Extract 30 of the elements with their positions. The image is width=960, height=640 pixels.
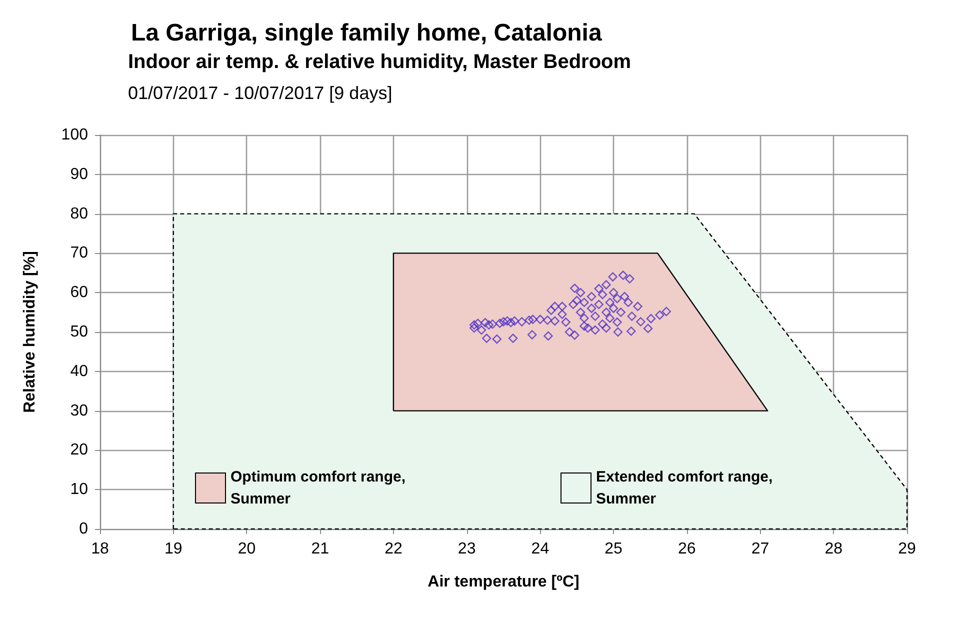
y-tick-label: 70 bbox=[70, 244, 88, 262]
x-tick-label: 18 bbox=[91, 540, 109, 558]
x-axis-title: Air temperature [ºC] bbox=[428, 574, 580, 590]
chart-subtitle: Indoor air temp. & relative humidity, Master Bedroom bbox=[128, 51, 632, 73]
y-axis-title: Relative humidity [%] bbox=[22, 251, 38, 413]
y-tick-label: 10 bbox=[70, 481, 88, 498]
y-tick-label: 0 bbox=[79, 520, 88, 538]
y-tick-label: 60 bbox=[70, 284, 88, 302]
x-tick-label: 24 bbox=[531, 540, 550, 558]
x-tick-label: 22 bbox=[384, 540, 402, 558]
x-tick-label: 19 bbox=[164, 540, 182, 558]
x-tick-label: 29 bbox=[898, 540, 916, 558]
text: 01/07/2017 - 10/07/2017 [9 days] bbox=[128, 83, 392, 103]
x-tick-label: 23 bbox=[458, 540, 476, 558]
x-tick-label: 20 bbox=[238, 540, 256, 558]
y-tick-label: 100 bbox=[61, 126, 88, 144]
x-tick-label: 21 bbox=[311, 540, 330, 558]
y-tick-label: 30 bbox=[70, 402, 88, 420]
legend-label: Optimum comfort range, Summer bbox=[230, 468, 410, 508]
y-tick-label: 40 bbox=[70, 362, 88, 380]
x-tick-label: 28 bbox=[824, 540, 843, 558]
x-tick-label: 27 bbox=[751, 540, 770, 558]
x-tick-label: 25 bbox=[604, 540, 623, 558]
y-tick-label: 80 bbox=[70, 205, 88, 222]
x-tick-label: 26 bbox=[678, 540, 696, 558]
legend-label: Extended comfort range, Summer bbox=[596, 468, 777, 508]
y-tick-label: 20 bbox=[70, 442, 88, 459]
y-tick-label: 90 bbox=[70, 166, 88, 183]
y-tick-label: 50 bbox=[70, 324, 88, 340]
chart-title: La Garriga, single family home, Catalonia bbox=[131, 20, 602, 46]
